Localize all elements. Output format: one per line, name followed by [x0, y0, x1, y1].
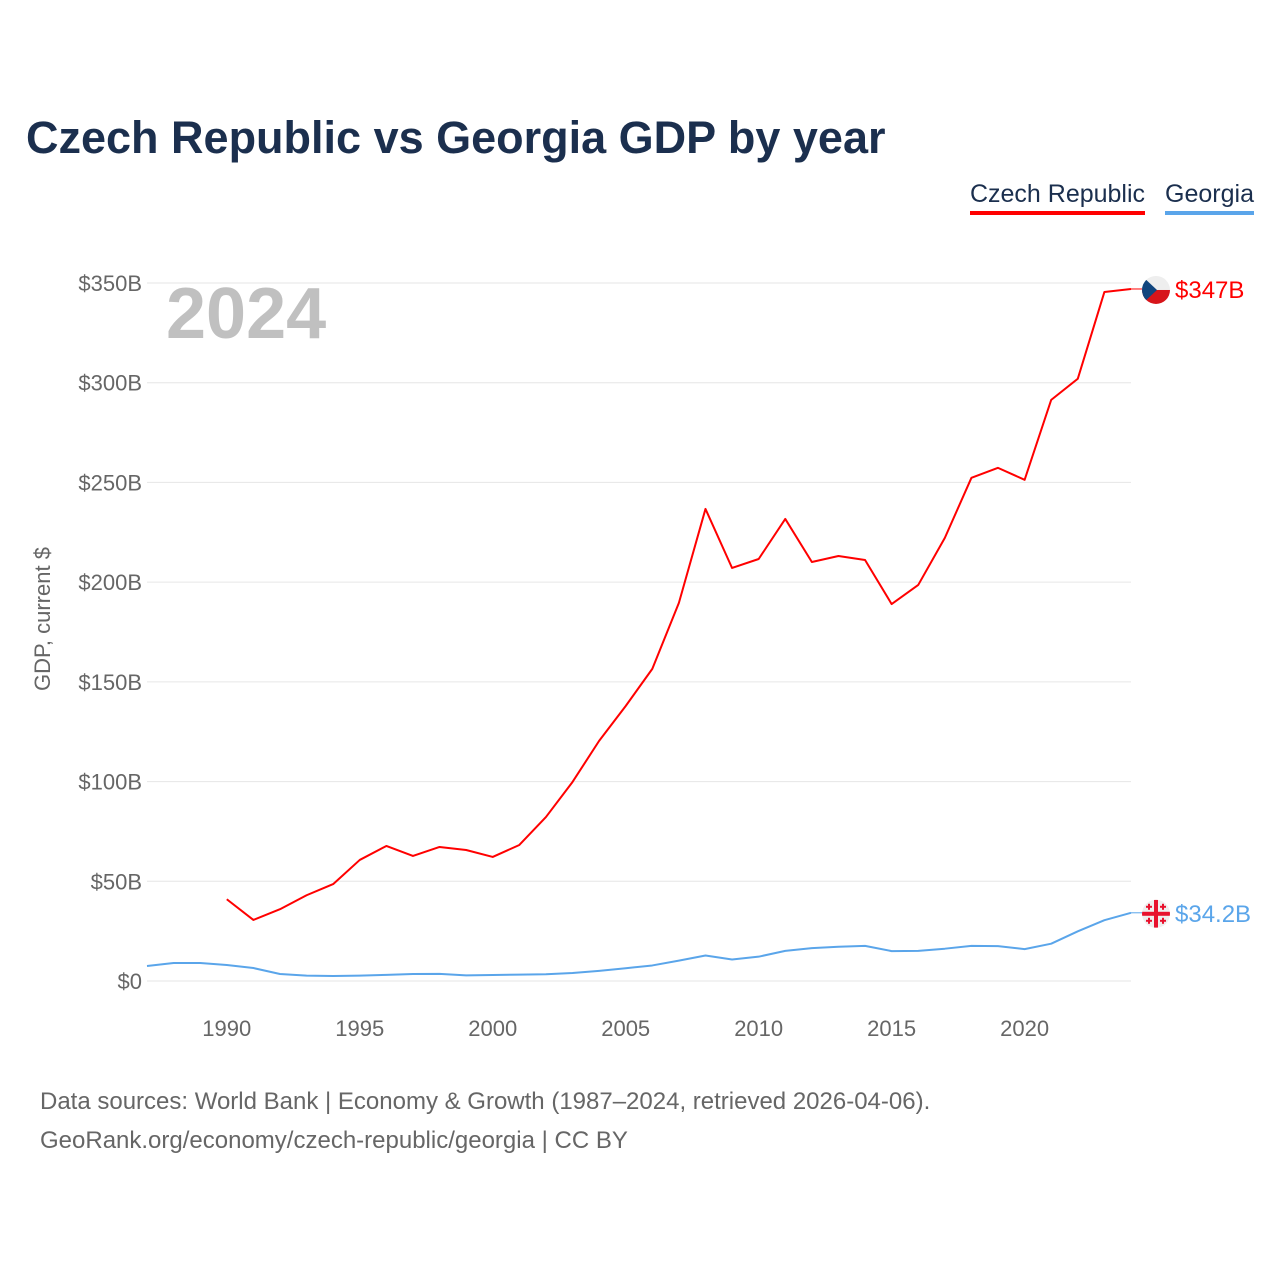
footer-sources: Data sources: World Bank | Economy & Gro…	[40, 1088, 931, 1115]
x-tick-label: 2015	[867, 1016, 916, 1041]
legend: Czech Republic Georgia	[969, 180, 1254, 215]
x-tick-label: 2020	[1000, 1016, 1049, 1041]
legend-item-czech-republic[interactable]: Czech Republic	[969, 180, 1146, 215]
flag-blue	[1142, 275, 1157, 304]
flag-small-cross	[1160, 919, 1166, 922]
flag-small-cross	[1160, 905, 1166, 908]
footer: Data sources: World Bank | Economy & Gro…	[40, 1082, 930, 1160]
legend-item-georgia[interactable]: Georgia	[1165, 180, 1254, 215]
flag-body	[1142, 899, 1170, 928]
georgia-flag-icon	[1142, 899, 1170, 928]
x-tick-label: 2000	[468, 1016, 517, 1041]
chart-title: Czech Republic vs Georgia GDP by year	[26, 112, 886, 163]
y-tick-label: $50B	[91, 869, 142, 894]
y-tick-label: $0	[118, 969, 142, 994]
y-tick-label: $150B	[78, 670, 142, 695]
y-tick-label: $300B	[78, 371, 142, 396]
czech-flag-icon	[1142, 275, 1170, 304]
flag-small-cross	[1146, 919, 1152, 922]
flag-small-cross	[1146, 905, 1152, 908]
series-line-georgia	[146, 911, 1132, 978]
y-tick-label: $350B	[78, 271, 142, 296]
y-tick-label: $250B	[78, 470, 142, 495]
flag-cross-h	[1142, 911, 1170, 916]
end-value-label: $34.2B	[1175, 901, 1251, 928]
y-tick-label: $100B	[78, 770, 142, 795]
flag-body	[1142, 275, 1170, 304]
year-watermark: 2024	[166, 274, 326, 354]
y-tick-label: $200B	[78, 570, 142, 595]
end-value-label: $347B	[1175, 277, 1244, 304]
x-tick-label: 1990	[202, 1016, 251, 1041]
series-line-czech-republic	[226, 287, 1132, 921]
footer-link[interactable]: GeoRank.org/economy/czech-republic/georg…	[40, 1127, 628, 1154]
x-tick-label: 2005	[601, 1016, 650, 1041]
x-tick-label: 1995	[335, 1016, 384, 1041]
x-tick-label: 2010	[734, 1016, 783, 1041]
y-axis-label: GDP, current $	[30, 547, 55, 691]
